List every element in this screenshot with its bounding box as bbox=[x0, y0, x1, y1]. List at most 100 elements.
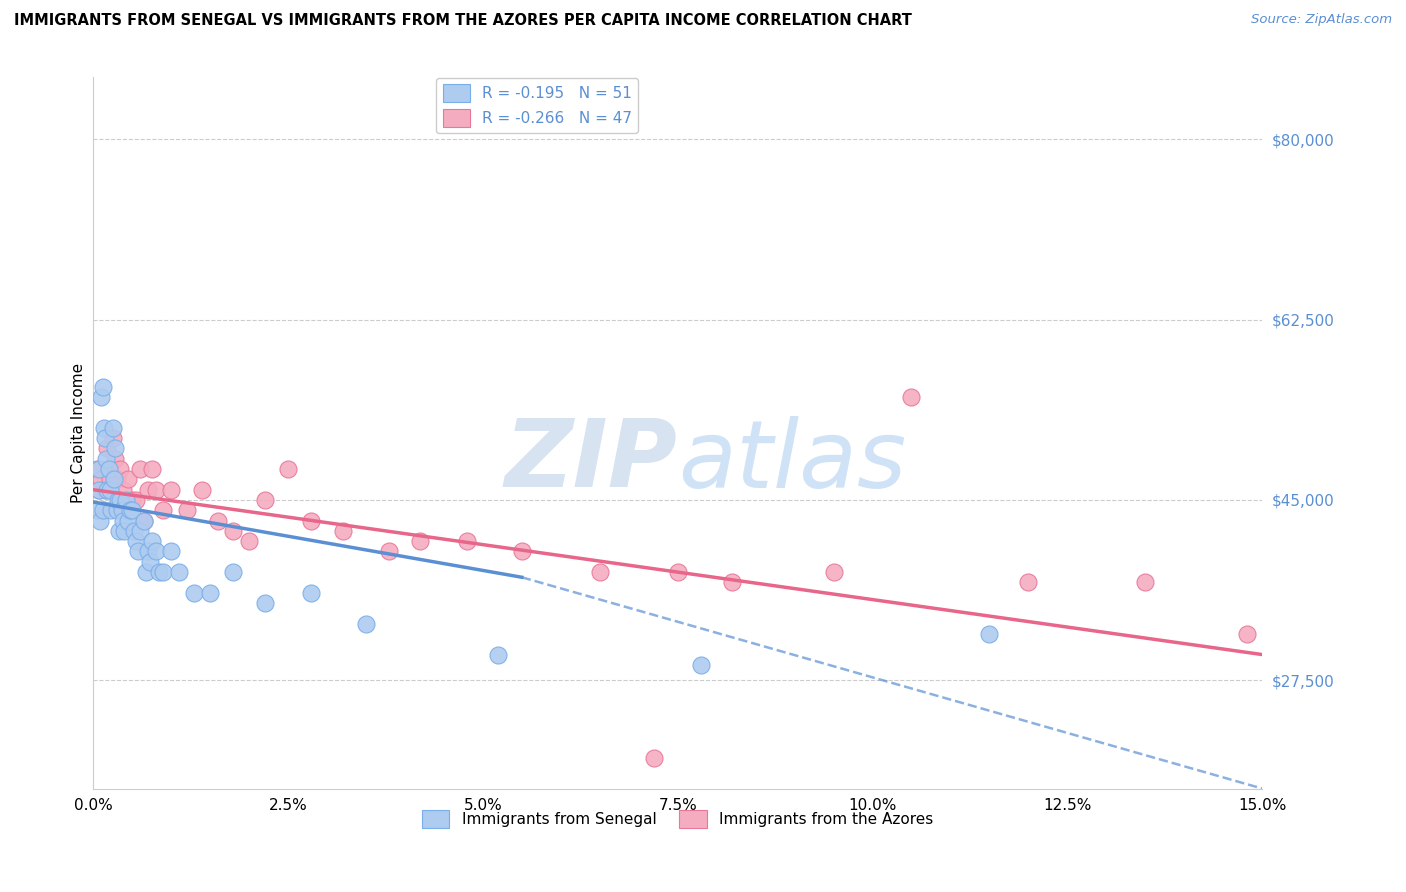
Point bbox=[152, 565, 174, 579]
Point bbox=[89, 483, 111, 497]
Point bbox=[160, 544, 183, 558]
Text: Source: ZipAtlas.com: Source: ZipAtlas.com bbox=[1251, 13, 1392, 27]
Point bbox=[117, 472, 139, 486]
Point bbox=[183, 585, 205, 599]
Point bbox=[112, 524, 135, 538]
Point bbox=[111, 483, 134, 497]
Point bbox=[152, 503, 174, 517]
Point bbox=[90, 390, 112, 404]
Point bbox=[111, 503, 134, 517]
Point bbox=[332, 524, 354, 538]
Point bbox=[141, 534, 163, 549]
Point bbox=[94, 483, 117, 497]
Point bbox=[148, 565, 170, 579]
Point bbox=[127, 544, 149, 558]
Point bbox=[176, 503, 198, 517]
Point bbox=[136, 544, 159, 558]
Point bbox=[900, 390, 922, 404]
Point bbox=[823, 565, 845, 579]
Point bbox=[129, 524, 152, 538]
Point bbox=[111, 514, 134, 528]
Point bbox=[93, 421, 115, 435]
Point bbox=[666, 565, 689, 579]
Point bbox=[1135, 575, 1157, 590]
Point bbox=[118, 503, 141, 517]
Point bbox=[1017, 575, 1039, 590]
Point bbox=[129, 462, 152, 476]
Point bbox=[94, 431, 117, 445]
Text: atlas: atlas bbox=[678, 416, 905, 507]
Point bbox=[132, 514, 155, 528]
Point bbox=[91, 379, 114, 393]
Point bbox=[97, 462, 120, 476]
Point bbox=[207, 514, 229, 528]
Point bbox=[141, 462, 163, 476]
Point bbox=[139, 555, 162, 569]
Point bbox=[103, 472, 125, 486]
Point bbox=[299, 585, 322, 599]
Point bbox=[277, 462, 299, 476]
Point bbox=[96, 483, 118, 497]
Point bbox=[117, 514, 139, 528]
Point bbox=[136, 483, 159, 497]
Point bbox=[108, 493, 131, 508]
Point bbox=[91, 503, 114, 517]
Point bbox=[96, 451, 118, 466]
Point bbox=[91, 503, 114, 517]
Point bbox=[101, 421, 124, 435]
Point bbox=[488, 648, 510, 662]
Point bbox=[104, 451, 127, 466]
Point bbox=[589, 565, 612, 579]
Point bbox=[122, 524, 145, 538]
Point bbox=[105, 472, 128, 486]
Point bbox=[354, 616, 377, 631]
Point bbox=[132, 514, 155, 528]
Point bbox=[409, 534, 432, 549]
Point bbox=[145, 544, 167, 558]
Point bbox=[253, 493, 276, 508]
Point bbox=[108, 524, 131, 538]
Point bbox=[222, 565, 245, 579]
Point bbox=[121, 503, 143, 517]
Point bbox=[690, 657, 713, 672]
Point bbox=[378, 544, 401, 558]
Point bbox=[101, 431, 124, 445]
Point bbox=[100, 503, 122, 517]
Point bbox=[107, 493, 129, 508]
Point bbox=[97, 462, 120, 476]
Point bbox=[299, 514, 322, 528]
Point bbox=[643, 750, 665, 764]
Text: IMMIGRANTS FROM SENEGAL VS IMMIGRANTS FROM THE AZORES PER CAPITA INCOME CORRELAT: IMMIGRANTS FROM SENEGAL VS IMMIGRANTS FR… bbox=[14, 13, 912, 29]
Point bbox=[510, 544, 533, 558]
Point bbox=[104, 442, 127, 456]
Point bbox=[105, 503, 128, 517]
Point bbox=[90, 472, 112, 486]
Point bbox=[86, 503, 108, 517]
Point bbox=[89, 483, 111, 497]
Point bbox=[121, 493, 143, 508]
Point bbox=[135, 565, 157, 579]
Point bbox=[89, 514, 111, 528]
Point bbox=[456, 534, 478, 549]
Point bbox=[198, 585, 221, 599]
Point bbox=[1236, 627, 1258, 641]
Text: ZIP: ZIP bbox=[505, 416, 678, 508]
Point bbox=[145, 483, 167, 497]
Point bbox=[98, 483, 121, 497]
Point bbox=[86, 462, 108, 476]
Point bbox=[112, 503, 135, 517]
Point bbox=[110, 493, 132, 508]
Point bbox=[238, 534, 260, 549]
Point bbox=[98, 472, 121, 486]
Point bbox=[125, 534, 148, 549]
Point bbox=[721, 575, 744, 590]
Point bbox=[160, 483, 183, 497]
Point bbox=[191, 483, 214, 497]
Point bbox=[222, 524, 245, 538]
Point bbox=[87, 462, 110, 476]
Point bbox=[125, 493, 148, 508]
Y-axis label: Per Capita Income: Per Capita Income bbox=[72, 363, 86, 503]
Point bbox=[979, 627, 1001, 641]
Point bbox=[110, 462, 132, 476]
Point bbox=[167, 565, 190, 579]
